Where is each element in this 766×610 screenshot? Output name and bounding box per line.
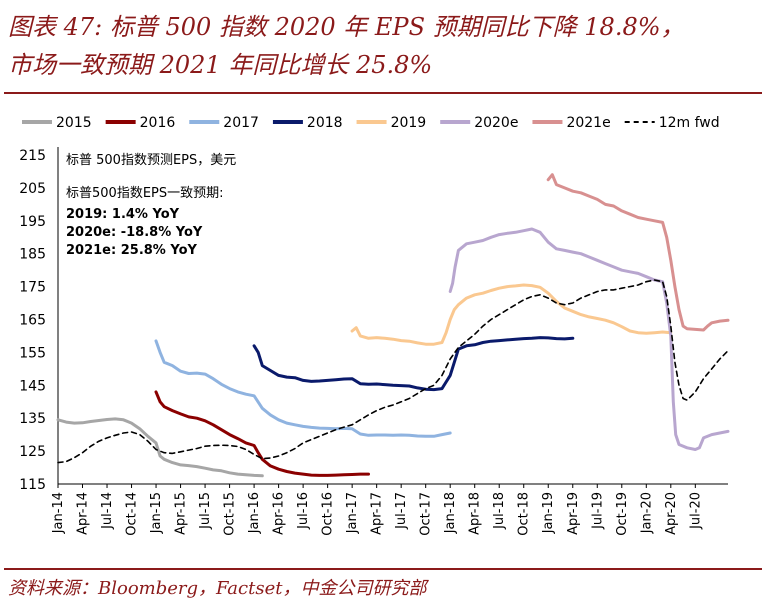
source-divider	[4, 568, 762, 570]
x-tick-label-21: Apr-19	[566, 492, 581, 535]
y-tick-label-9: 205	[19, 181, 46, 197]
legend-label-3: 2018	[307, 115, 343, 131]
x-tick-label-4: Jan-15	[149, 492, 164, 534]
legend-label-5: 2020e	[474, 115, 518, 131]
legend-label-1: 2016	[140, 115, 176, 131]
consensus-line-1: 2020e: -18.8% YoY	[66, 225, 203, 240]
consensus-title: 标普500指数EPS一致预期:	[66, 186, 224, 201]
series-line-2017	[154, 339, 452, 438]
legend-label-2: 2017	[223, 115, 259, 131]
chart-title-line-2: 市场一致预期 2021 年同比增长 25.8%	[8, 51, 433, 79]
eps-line-chart: 2015 2016 2017 2018 2019 2020e 2021e 12m fwd 115…	[19, 115, 730, 536]
y-tick-label-3: 145	[19, 378, 46, 394]
x-tick-label-23: Oct-19	[615, 492, 630, 536]
x-tick-label-16: Jan-18	[443, 492, 458, 534]
consensus-line-0: 2019: 1.4% YoY	[66, 207, 180, 222]
legend-label-6: 2021e	[566, 115, 610, 131]
y-tick-label-0: 115	[19, 477, 46, 493]
legend-label-4: 2019	[391, 115, 427, 131]
series-line-2018	[252, 336, 575, 392]
x-tick-label-10: Jul-16	[296, 492, 311, 530]
y-tick-label-10: 215	[19, 148, 46, 164]
x-tick-label-19: Oct-18	[517, 492, 532, 536]
x-tick-label-26: Jul-20	[688, 492, 703, 530]
x-tick-label-2: Jul-14	[100, 492, 115, 530]
unit-annotation: 标普 500指数预测EPS，美元	[66, 153, 236, 168]
y-tick-label-6: 175	[19, 280, 46, 296]
x-tick-label-25: Apr-20	[664, 492, 679, 535]
series-line-2021e	[546, 173, 730, 332]
x-tick-label-13: Apr-17	[370, 492, 385, 535]
series-line-2015	[56, 417, 264, 478]
x-tick-label-7: Oct-15	[223, 492, 238, 536]
x-tick-label-20: Jan-19	[541, 492, 556, 534]
y-tick-label-8: 195	[19, 214, 46, 230]
consensus-line-2: 2021e: 25.8% YoY	[66, 243, 198, 258]
x-tick-label-24: Jan-20	[639, 492, 654, 534]
x-tick-label-5: Apr-15	[174, 492, 189, 535]
y-tick-label-4: 155	[19, 345, 46, 361]
y-tick-label-7: 185	[19, 247, 46, 263]
series-line-2016	[154, 390, 370, 477]
x-tick-label-11: Oct-16	[321, 492, 336, 536]
source-note: 资料来源：Bloomberg，Factset，中金公司研究部	[8, 578, 427, 599]
x-tick-label-0: Jan-14	[51, 492, 66, 534]
title-divider	[4, 92, 762, 94]
y-tick-label-1: 125	[19, 444, 46, 460]
y-tick-label-5: 165	[19, 313, 46, 329]
x-tick-label-18: Jul-18	[492, 492, 507, 530]
chart-title-line-1: 图表 47: 标普 500 指数 2020 年 EPS 预期同比下降 18.8%…	[8, 13, 685, 41]
x-tick-label-17: Apr-18	[468, 492, 483, 535]
y-tick-label-2: 135	[19, 411, 46, 427]
x-tick-label-1: Apr-14	[76, 492, 91, 535]
series-line-12m-fwd	[57, 279, 729, 464]
legend-label-7: 12m fwd	[659, 115, 720, 131]
x-tick-label-6: Jul-15	[198, 492, 213, 530]
x-tick-label-12: Jan-17	[345, 492, 360, 534]
legend-label-0: 2015	[56, 115, 92, 131]
series-line-2019	[350, 283, 673, 346]
x-tick-label-15: Oct-17	[419, 492, 434, 536]
x-tick-label-3: Oct-14	[125, 492, 140, 536]
chart-title: 图表 47: 标普 500 指数 2020 年 EPS 预期同比下降 18.8%…	[8, 8, 758, 84]
series-line-2020e	[448, 227, 730, 451]
x-tick-label-9: Apr-16	[272, 492, 287, 535]
x-tick-label-8: Jan-16	[247, 492, 262, 534]
x-tick-label-22: Jul-19	[590, 492, 605, 530]
x-tick-label-14: Jul-17	[394, 492, 409, 530]
